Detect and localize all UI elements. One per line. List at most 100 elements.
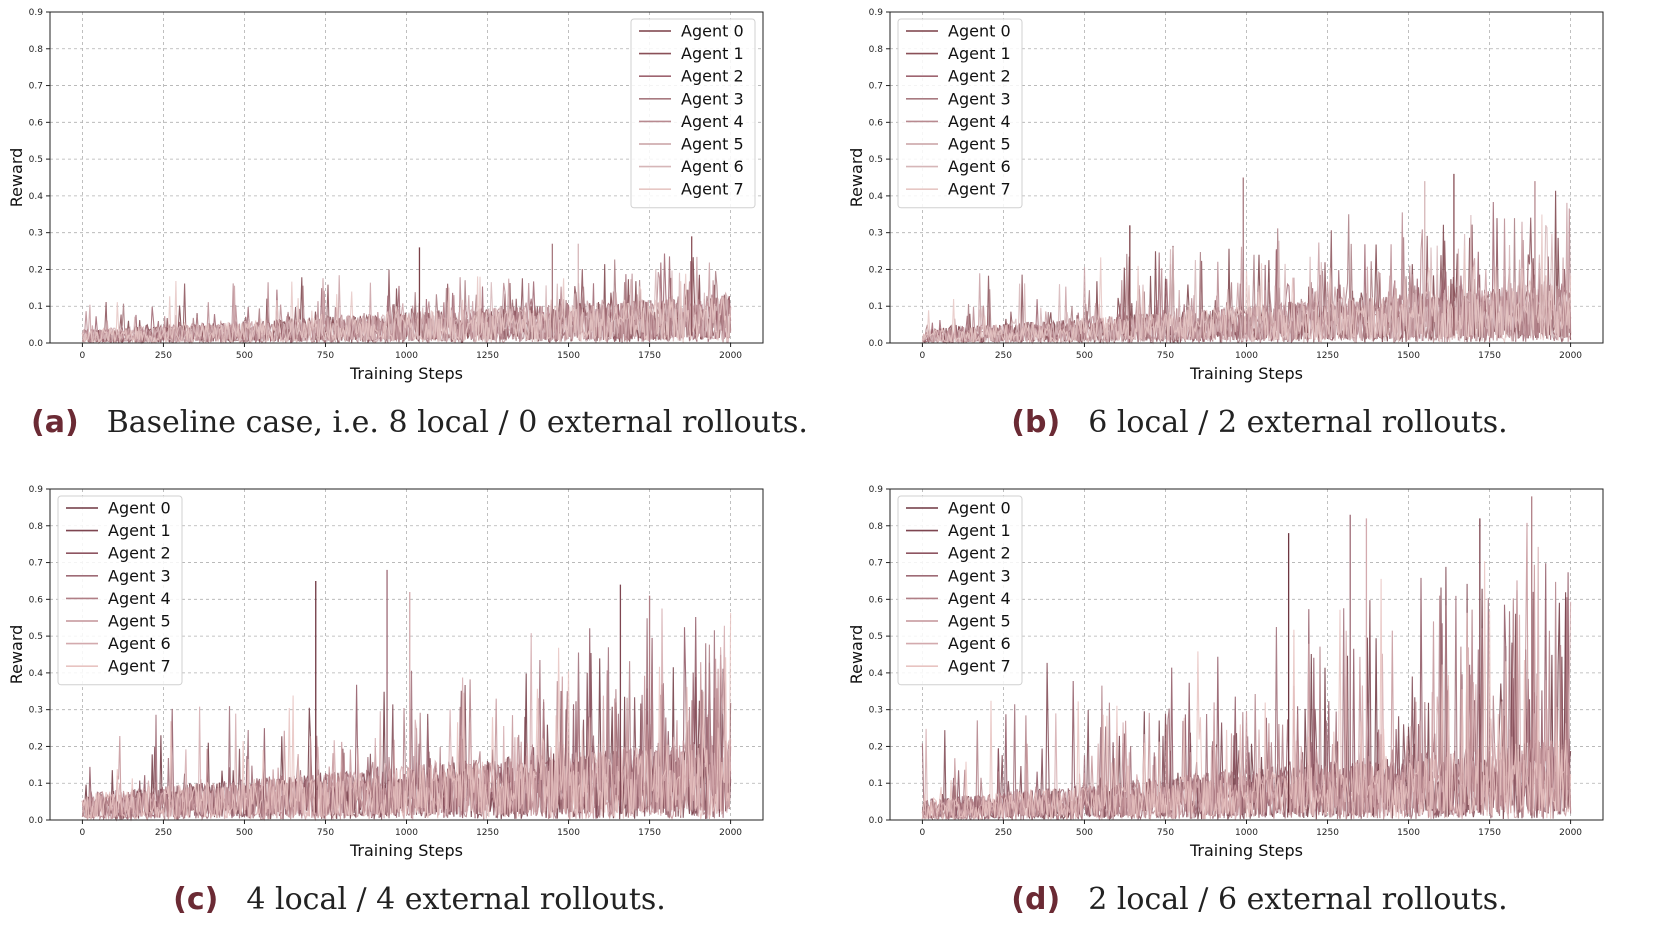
x-tick-label: 1000	[395, 351, 418, 361]
y-tick-label: 0.7	[869, 82, 883, 92]
x-tick-label: 250	[155, 351, 172, 361]
legend-label-agent-5: Agent 5	[948, 135, 1011, 154]
chart-d: 0 250 500 750 1000 1250 1500 1750 2000 0.0 0.1 0.2 0…	[847, 485, 1604, 860]
y-tick-label: 0.7	[29, 82, 43, 92]
x-tick-label: 250	[155, 828, 172, 838]
y-tick-label: 0.3	[29, 706, 43, 716]
y-axis-label: Reward	[7, 625, 26, 685]
legend: Agent 0 Agent 1 Agent 2 Agent 3 Agent 4 Agent…	[897, 495, 1023, 686]
y-axis-label: Reward	[847, 148, 866, 208]
x-tick-label: 0	[80, 828, 86, 838]
legend-label-agent-3: Agent 3	[948, 89, 1011, 108]
x-tick-label: 1000	[395, 828, 418, 838]
panel-label-c: (c)	[173, 882, 219, 917]
legend-box	[630, 18, 756, 209]
x-tick-label: 2000	[719, 828, 742, 838]
legend-label-agent-2: Agent 2	[948, 67, 1011, 86]
panel-label-a: (a)	[31, 405, 79, 440]
y-tick-label: 0.6	[29, 595, 44, 605]
legend-label-agent-1: Agent 1	[108, 521, 171, 540]
y-tick-label: 0.0	[29, 816, 44, 826]
legend-label-agent-5: Agent 5	[108, 612, 171, 631]
legend-box	[57, 495, 183, 686]
chart-panel-a: 0 250 500 750 1000 1250 1500 1750 2000 0.0 0.1 0.2 0…	[0, 0, 839, 473]
y-tick-label: 0.0	[869, 339, 884, 349]
x-tick-label: 1500	[557, 828, 580, 838]
panel-label-d: (d)	[1011, 882, 1061, 917]
caption-text-b: 6 local / 2 external rollouts.	[1088, 405, 1508, 440]
x-tick-label: 0	[80, 351, 86, 361]
x-tick-label: 500	[236, 828, 253, 838]
x-axis-label: Training Steps	[349, 364, 463, 383]
x-tick-label: 2000	[1559, 351, 1582, 361]
panel-label-b: (b)	[1011, 405, 1061, 440]
y-tick-label: 0.2	[29, 265, 43, 275]
y-axis-label: Reward	[7, 148, 26, 208]
y-tick-label: 0.4	[869, 192, 884, 202]
x-tick-label: 1750	[638, 351, 661, 361]
legend-label-agent-0: Agent 0	[948, 499, 1011, 518]
x-tick-label: 1500	[1397, 351, 1420, 361]
legend-label-agent-0: Agent 0	[108, 499, 171, 518]
series-line-agent-7	[921, 214, 1572, 344]
legend-label-agent-2: Agent 2	[108, 544, 171, 563]
x-tick-label: 500	[1076, 351, 1093, 361]
y-tick-label: 0.8	[29, 45, 44, 55]
caption-c: (c) 4 local / 4 external rollouts.	[0, 882, 839, 917]
y-tick-label: 0.3	[869, 229, 883, 239]
legend-label-agent-6: Agent 6	[948, 157, 1011, 176]
chart-panel-c: 0 250 500 750 1000 1250 1500 1750 2000 0.0 0.1 0.2 0…	[0, 477, 839, 950]
x-tick-label: 1250	[476, 828, 499, 838]
y-tick-label: 0.7	[29, 559, 43, 569]
x-tick-label: 250	[995, 828, 1012, 838]
x-axis-label: Training Steps	[349, 841, 463, 860]
y-tick-label: 0.7	[869, 559, 883, 569]
y-tick-label: 0.2	[29, 742, 43, 752]
legend-label-agent-3: Agent 3	[681, 89, 744, 108]
chart-a: 0 250 500 750 1000 1250 1500 1750 2000 0.0 0.1 0.2 0…	[7, 8, 764, 383]
legend-label-agent-1: Agent 1	[948, 44, 1011, 63]
y-tick-label: 0.5	[869, 155, 883, 165]
legend-label-agent-5: Agent 5	[948, 612, 1011, 631]
chart-panel-d: 0 250 500 750 1000 1250 1500 1750 2000 0.0 0.1 0.2 0…	[840, 477, 1679, 950]
legend-label-agent-3: Agent 3	[108, 566, 171, 585]
caption-d: (d) 2 local / 6 external rollouts.	[840, 882, 1679, 917]
legend-box	[897, 495, 1023, 686]
y-tick-label: 0.1	[869, 779, 883, 789]
series-line-agent-7	[81, 273, 732, 345]
y-tick-label: 0.9	[29, 485, 44, 495]
legend-label-agent-0: Agent 0	[681, 22, 744, 41]
y-tick-label: 0.6	[869, 595, 884, 605]
x-tick-label: 0	[920, 828, 926, 838]
legend-label-agent-5: Agent 5	[681, 135, 744, 154]
legend-label-agent-4: Agent 4	[681, 112, 744, 131]
legend-label-agent-7: Agent 7	[948, 180, 1011, 199]
y-tick-label: 0.5	[29, 155, 43, 165]
x-tick-label: 250	[995, 351, 1012, 361]
y-tick-label: 0.2	[869, 742, 883, 752]
x-tick-label: 1250	[1316, 351, 1339, 361]
x-tick-label: 0	[920, 351, 926, 361]
y-tick-label: 0.8	[869, 45, 884, 55]
chart-c: 0 250 500 750 1000 1250 1500 1750 2000 0.0 0.1 0.2 0…	[7, 485, 764, 860]
chart-panel-b: 0 250 500 750 1000 1250 1500 1750 2000 0.0 0.1 0.2 0…	[840, 0, 1679, 473]
legend-label-agent-6: Agent 6	[948, 634, 1011, 653]
y-tick-label: 0.2	[869, 265, 883, 275]
x-tick-label: 1500	[1397, 828, 1420, 838]
caption-a: (a) Baseline case, i.e. 8 local / 0 exter…	[0, 405, 839, 440]
x-tick-label: 500	[1076, 828, 1093, 838]
x-tick-label: 2000	[1559, 828, 1582, 838]
x-tick-label: 1750	[638, 828, 661, 838]
x-tick-label: 1000	[1235, 828, 1258, 838]
caption-text-d: 2 local / 6 external rollouts.	[1088, 882, 1508, 917]
x-tick-label: 750	[317, 828, 334, 838]
legend-label-agent-3: Agent 3	[948, 566, 1011, 585]
legend-label-agent-7: Agent 7	[681, 180, 744, 199]
x-tick-label: 1250	[1316, 828, 1339, 838]
legend-label-agent-2: Agent 2	[681, 67, 744, 86]
legend-label-agent-0: Agent 0	[948, 22, 1011, 41]
legend: Agent 0 Agent 1 Agent 2 Agent 3 Agent 4 Agent…	[57, 495, 183, 686]
caption-text-c: 4 local / 4 external rollouts.	[246, 882, 666, 917]
series-line-agent-7	[921, 561, 1572, 821]
legend-label-agent-4: Agent 4	[108, 589, 171, 608]
